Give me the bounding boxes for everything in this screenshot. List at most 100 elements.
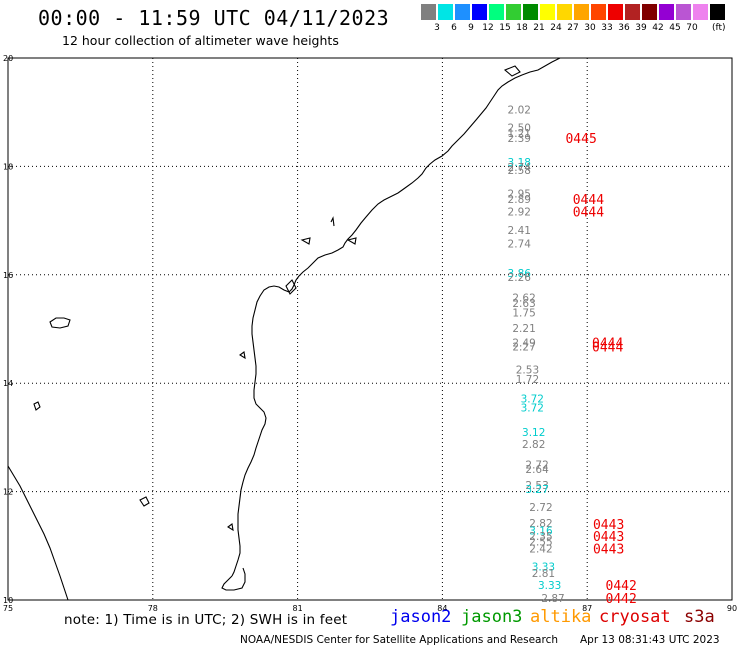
latitude-labels: 20 18 16 14 12 10 <box>3 54 13 605</box>
wave-height-value: 3.72 <box>521 393 544 405</box>
scale-swatch <box>540 4 555 20</box>
legend-altika: altika <box>530 607 592 627</box>
wave-height-value: 2.72 <box>529 502 552 514</box>
scale-label: 21 <box>533 23 545 33</box>
scale-swatch <box>523 4 538 20</box>
wave-height-value: 1.21 <box>508 128 531 140</box>
wave-height-value: 2.62 <box>512 293 535 305</box>
island <box>503 65 521 77</box>
wave-height-value: 3.16 <box>529 526 553 538</box>
wave-height-value: 2.74 <box>508 238 532 250</box>
wave-height-value: 2.35 <box>529 531 552 543</box>
wave-height-value: 2.92 <box>508 206 531 218</box>
scale-label: 39 <box>635 23 647 33</box>
wave-height-value: 3.12 <box>522 427 545 439</box>
scale-swatch <box>710 4 725 20</box>
pass-time-label: 0444 <box>573 205 604 220</box>
island <box>49 317 71 329</box>
scale-label: 30 <box>584 23 596 33</box>
wave-height-value: 3.72 <box>521 403 544 415</box>
wave-height-value: 2.82 <box>529 518 552 530</box>
longitude-label: 75 <box>3 604 13 613</box>
lower-coastline <box>221 567 246 591</box>
scale-label: 33 <box>601 23 613 33</box>
scale-label: 45 <box>669 23 681 33</box>
pass-time-label: 0445 <box>565 132 596 147</box>
scale-swatch <box>455 4 470 20</box>
wave-height-value: 3.18 <box>508 157 531 169</box>
pass-time-label: 0443 <box>593 543 624 558</box>
longitude-label: 81 <box>293 604 303 613</box>
latitude-label: 14 <box>3 379 13 388</box>
wave-height-value: 1.75 <box>512 308 535 320</box>
island <box>346 237 357 245</box>
scale-swatch <box>421 4 436 20</box>
wave-height-value: 2.26 <box>508 272 532 284</box>
wave-height-value: 2.42 <box>529 544 552 556</box>
credit-line: NOAA/NESDIS Center for Satellite Applica… <box>240 634 558 646</box>
legend-jason3: jason3 <box>461 607 523 627</box>
island <box>285 279 297 295</box>
scale-label: 12 <box>482 23 494 33</box>
wave-height-value: 2.82 <box>522 439 545 451</box>
scale-swatch <box>659 4 674 20</box>
island <box>239 351 246 360</box>
wave-height-value: 2.72 <box>525 460 548 472</box>
scale-swatch <box>438 4 453 20</box>
scale-swatch <box>489 4 504 20</box>
island <box>33 401 41 411</box>
scale-swatch <box>574 4 589 20</box>
scale-swatch <box>472 4 487 20</box>
scale-label: 70 <box>686 23 698 33</box>
scale-label: 36 <box>618 23 630 33</box>
scale-label: 15 <box>499 23 511 33</box>
wave-height-value: 2.21 <box>512 323 535 335</box>
island <box>227 523 234 532</box>
wave-height-value: 3.27 <box>525 484 548 496</box>
wave-height-value: 2.53 <box>525 480 548 492</box>
scale-swatch <box>506 4 521 20</box>
scale-swatch <box>557 4 572 20</box>
pass-time-label: 0442 <box>606 579 637 594</box>
pass-time-label: 0443 <box>593 530 624 545</box>
pass-time-label: 0442 <box>606 592 637 607</box>
wave-height-value: 2.74 <box>508 162 532 174</box>
pass-time-label: 0443 <box>593 518 624 533</box>
wave-height-value: 1.72 <box>516 374 539 386</box>
wave-height-value: 2.89 <box>508 194 531 206</box>
wave-height-value: 2.27 <box>512 341 535 353</box>
scale-swatch <box>693 4 708 20</box>
scale-label: 42 <box>652 23 664 33</box>
latitude-label: 12 <box>3 488 13 497</box>
wave-height-value: 2.95 <box>508 189 531 201</box>
latitude-label: 18 <box>3 162 13 171</box>
wave-height-value: 2.87 <box>541 593 564 605</box>
scale-swatch <box>625 4 640 20</box>
pass-time-label: 0444 <box>573 193 604 208</box>
longitude-label: 78 <box>148 604 158 613</box>
wave-height-value: 3.86 <box>508 268 532 280</box>
wave-height-value: 3.33 <box>538 580 561 592</box>
west-coastline <box>7 465 69 601</box>
wave-height-value: 2.41 <box>508 225 531 237</box>
scale-swatch <box>676 4 691 20</box>
scale-swatch <box>591 4 606 20</box>
wave-height-value: 2.81 <box>532 568 555 580</box>
coastline <box>7 57 561 601</box>
map-frame <box>7 57 733 601</box>
scale-label: 9 <box>468 23 474 33</box>
legend-s3a: s3a <box>684 607 715 627</box>
scale-label: 18 <box>516 23 528 33</box>
map-title: 00:00 - 11:59 UTC 04/11/2023 <box>38 6 390 30</box>
wave-height-value: 2.50 <box>508 122 531 134</box>
generated-timestamp: Apr 13 08:31:43 UTC 2023 <box>580 634 720 646</box>
wave-height-value: 2.55 <box>529 536 552 548</box>
wave-height-value: 3.33 <box>532 561 555 573</box>
island <box>330 216 335 227</box>
island <box>300 237 311 245</box>
scale-label: 6 <box>451 23 457 33</box>
legend-cryosat: cryosat <box>599 607 671 627</box>
pass-time-label: 0444 <box>592 337 623 352</box>
